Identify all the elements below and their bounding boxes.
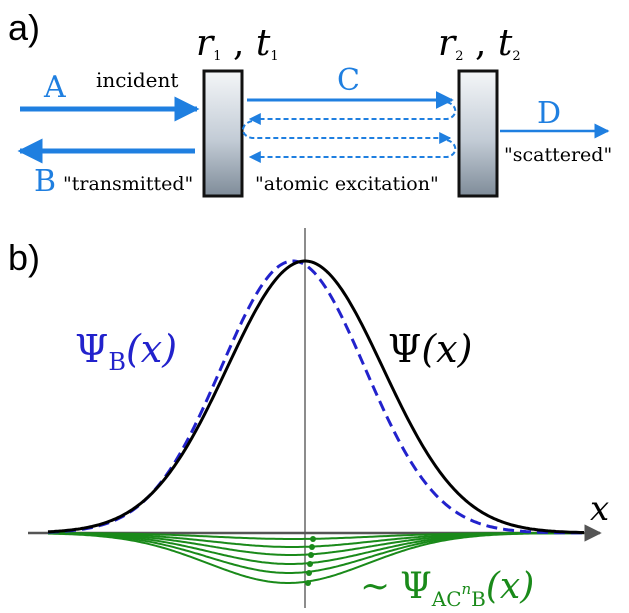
label-C: C: [337, 63, 360, 98]
svg-text:r1 , t1: r1 , t1: [196, 23, 279, 64]
green-dot: [308, 552, 314, 558]
panel-b: b) x ΨB(x) Ψ(x) ∼ ΨACnB(x): [8, 228, 609, 611]
green-curve: [48, 532, 584, 584]
curve-psi-b: [47, 259, 584, 535]
green-dots: [305, 536, 316, 586]
green-dot: [307, 561, 313, 567]
x-axis-label: x: [590, 489, 609, 529]
mirror-2-label: r2 , t2: [438, 23, 521, 64]
green-dot: [310, 536, 316, 542]
cavity-roundtrip-3: [248, 139, 457, 163]
mirror-2: [457, 69, 499, 198]
panel-a-label: a): [8, 7, 40, 48]
label-psi-acnb: ∼ ΨACnB(x): [360, 566, 534, 611]
cavity-roundtrip-1: [248, 101, 457, 125]
green-dot: [306, 570, 312, 576]
svg-text:r2 , t2: r2 , t2: [438, 23, 521, 64]
mirror-1-label: r1 , t1: [196, 23, 279, 64]
label-scattered: "scattered": [504, 144, 612, 166]
label-transmitted: "transmitted": [63, 173, 193, 195]
green-dot: [305, 580, 311, 586]
label-atomic-excitation: "atomic excitation": [255, 173, 439, 195]
green-dot: [309, 544, 315, 550]
panel-b-label: b): [8, 237, 40, 278]
label-A: A: [43, 70, 66, 105]
cavity-roundtrip-2: [242, 120, 452, 144]
label-D: D: [537, 96, 561, 131]
mirror-1: [202, 69, 244, 198]
curve-psi: [47, 259, 584, 534]
green-curves: [47, 532, 584, 584]
label-psi: Ψ(x): [388, 327, 472, 371]
label-psi-b: ΨB(x): [75, 327, 177, 376]
label-B: B: [34, 164, 56, 199]
label-incident: incident: [96, 68, 178, 92]
panel-a: a) r1 , t1 r2 , t2 A incident B "transmi…: [8, 7, 612, 199]
